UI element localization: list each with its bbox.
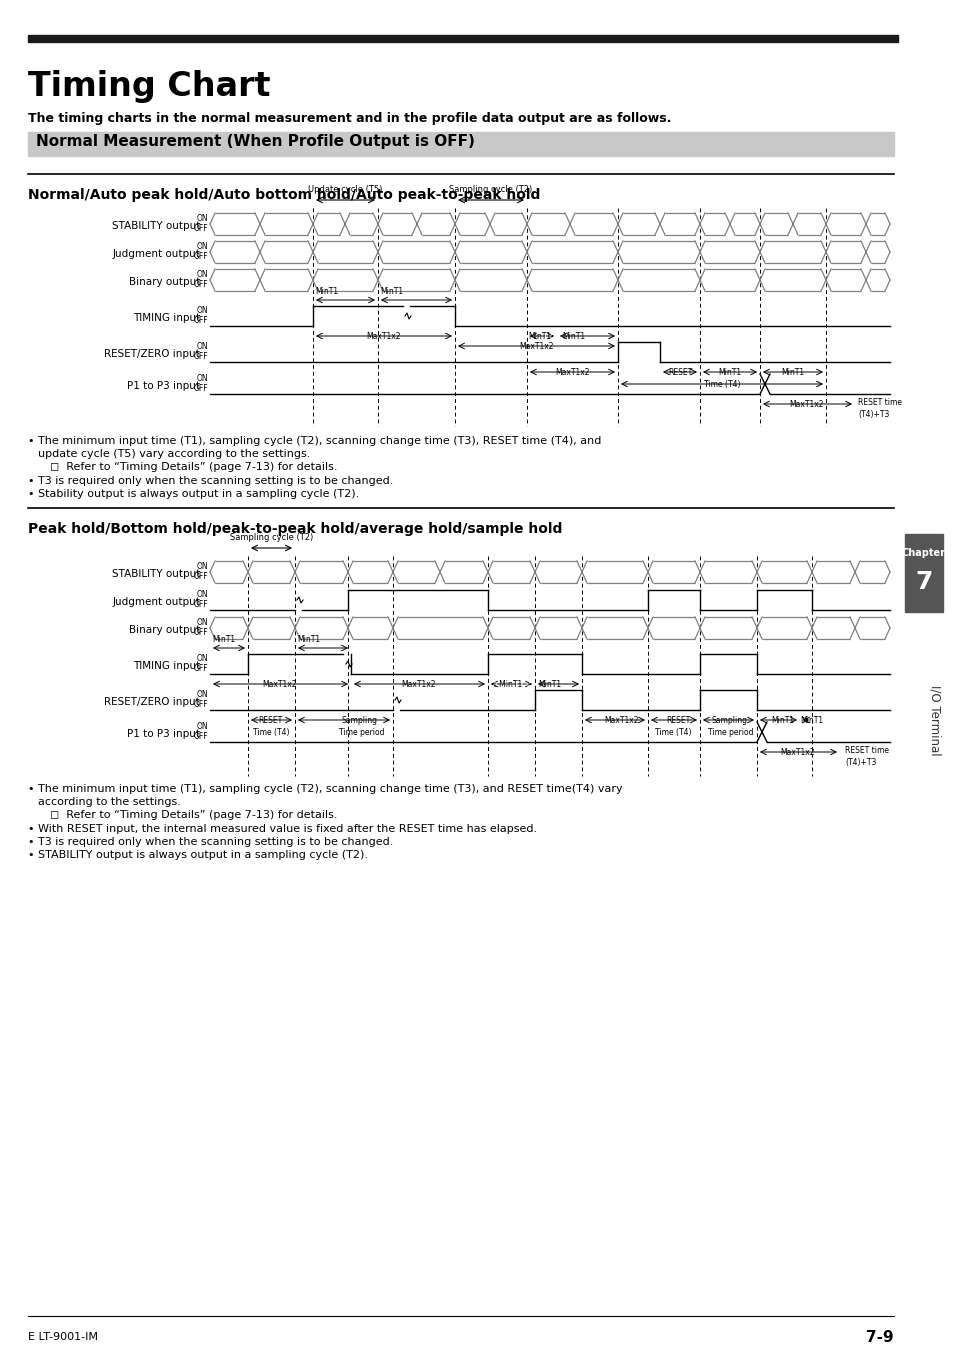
Text: RESET time: RESET time [857,398,901,407]
Text: RESET time: RESET time [844,745,888,755]
Text: ...MinT1: ...MinT1 [492,679,521,689]
Text: Normal Measurement (When Profile Output is OFF): Normal Measurement (When Profile Output … [36,133,475,150]
Text: OFF: OFF [193,224,208,233]
Text: ON: ON [196,342,208,350]
Text: P1 to P3 input: P1 to P3 input [127,729,200,739]
Text: Sampling: Sampling [711,716,747,725]
Text: MaxT1x2: MaxT1x2 [604,716,639,725]
Text: RESET/ZERO input: RESET/ZERO input [104,349,200,359]
Text: Judgment output: Judgment output [112,249,200,259]
Text: ON: ON [196,243,208,251]
Text: MinT1: MinT1 [800,716,822,725]
Text: ON: ON [196,562,208,572]
Text: MinT1: MinT1 [314,287,337,297]
Text: Timing Chart: Timing Chart [28,70,271,102]
Text: MinT1: MinT1 [781,368,803,377]
Text: MaxT1x2: MaxT1x2 [366,332,401,341]
Text: Sampling cycle (T2): Sampling cycle (T2) [449,185,532,194]
Text: MaxT1x2: MaxT1x2 [519,342,554,350]
Text: • T3 is required only when the scanning setting is to be changed.: • T3 is required only when the scanning … [28,837,393,847]
Text: Time (T4): Time (T4) [253,728,289,737]
Text: Binary output: Binary output [129,276,200,287]
Text: (T4)+T3: (T4)+T3 [844,758,876,767]
Text: MinT1: MinT1 [296,635,320,644]
Text: OFF: OFF [193,572,208,581]
Text: OFF: OFF [193,700,208,709]
Text: ON: ON [196,590,208,599]
Text: RESET: RESET [257,716,282,725]
Text: MaxT1x2: MaxT1x2 [556,368,590,377]
Text: OFF: OFF [193,628,208,638]
Text: ON: ON [196,214,208,222]
Text: P1 to P3 input: P1 to P3 input [127,381,200,391]
Text: E LT-9001-IM: E LT-9001-IM [28,1332,98,1343]
Text: RESET: RESET [665,716,689,725]
Text: ◻  Refer to “Timing Details” (page 7-13) for details.: ◻ Refer to “Timing Details” (page 7-13) … [50,462,337,472]
Text: RESET/ZERO input: RESET/ZERO input [104,697,200,706]
Text: • The minimum input time (T1), sampling cycle (T2), scanning change time (T3), a: • The minimum input time (T1), sampling … [28,785,622,794]
Text: TIMING input: TIMING input [132,313,200,324]
Text: • With RESET input, the internal measured value is fixed after the RESET time ha: • With RESET input, the internal measure… [28,824,537,834]
Text: OFF: OFF [193,352,208,361]
Text: 7-9: 7-9 [865,1330,893,1345]
Text: Binary output: Binary output [129,625,200,635]
Text: I/O Terminal: I/O Terminal [927,685,941,755]
Text: Time period: Time period [339,728,384,737]
Bar [28,132,893,156]
Text: MinT1: MinT1 [379,287,403,297]
Bar [904,534,942,612]
Text: MinT1: MinT1 [561,332,584,341]
Text: update cycle (T5) vary according to the settings.: update cycle (T5) vary according to the … [38,449,310,460]
Text: Sampling: Sampling [341,716,377,725]
Text: MinT1: MinT1 [527,332,551,341]
Text: RESET: RESET [667,368,691,377]
Text: MinT1: MinT1 [770,716,793,725]
Text: • T3 is required only when the scanning setting is to be changed.: • T3 is required only when the scanning … [28,476,393,487]
Text: Peak hold/Bottom hold/peak-to-peak hold/average hold/sample hold: Peak hold/Bottom hold/peak-to-peak hold/… [28,522,561,537]
Text: Judgment output: Judgment output [112,597,200,607]
Text: MaxT1x2: MaxT1x2 [262,679,297,689]
Text: OFF: OFF [193,600,208,609]
Text: • Stability output is always output in a sampling cycle (T2).: • Stability output is always output in a… [28,489,359,499]
Text: TIMING input: TIMING input [132,661,200,671]
Text: Normal/Auto peak hold/Auto bottom hold/Auto peak-to-peak hold: Normal/Auto peak hold/Auto bottom hold/A… [28,187,539,202]
Text: The timing charts in the normal measurement and in the profile data output are a: The timing charts in the normal measurem… [28,112,671,125]
Text: MinT1: MinT1 [537,679,560,689]
Text: ON: ON [196,690,208,700]
Text: ◻  Refer to “Timing Details” (page 7-13) for details.: ◻ Refer to “Timing Details” (page 7-13) … [50,810,337,820]
Text: (T4)+T3: (T4)+T3 [857,410,888,419]
Text: MaxT1x2: MaxT1x2 [401,679,436,689]
Text: OFF: OFF [193,665,208,673]
Text: Update cycle (T5): Update cycle (T5) [308,185,382,194]
Text: ON: ON [196,306,208,315]
Text: OFF: OFF [193,732,208,741]
Text: MaxT1x2: MaxT1x2 [780,748,815,758]
Text: 7: 7 [914,570,932,594]
Text: ON: ON [196,617,208,627]
Text: ON: ON [196,654,208,663]
Text: OFF: OFF [193,384,208,394]
Text: MaxT1x2: MaxT1x2 [789,400,823,408]
Text: • The minimum input time (T1), sampling cycle (T2), scanning change time (T3), R: • The minimum input time (T1), sampling … [28,435,600,446]
Text: Time period: Time period [707,728,753,737]
Text: Sampling cycle (T2): Sampling cycle (T2) [230,532,313,542]
Text: Time (T4): Time (T4) [703,380,740,390]
Text: MinT1: MinT1 [212,635,234,644]
Text: OFF: OFF [193,315,208,325]
Text: ON: ON [196,373,208,383]
Text: STABILITY output: STABILITY output [112,221,200,231]
Text: according to the settings.: according to the settings. [38,797,181,807]
Bar [28,35,897,42]
Text: Time (T4): Time (T4) [654,728,691,737]
Text: OFF: OFF [193,280,208,288]
Text: OFF: OFF [193,252,208,262]
Text: STABILITY output: STABILITY output [112,569,200,580]
Text: ON: ON [196,723,208,731]
Text: ON: ON [196,270,208,279]
Text: Chapter: Chapter [901,549,945,558]
Text: MinT1: MinT1 [718,368,740,377]
Text: • STABILITY output is always output in a sampling cycle (T2).: • STABILITY output is always output in a… [28,851,368,860]
